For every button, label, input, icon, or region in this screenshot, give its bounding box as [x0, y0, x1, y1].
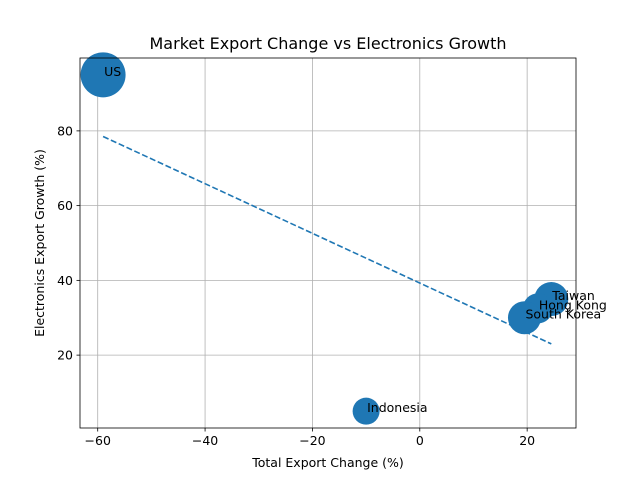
y-tick-label: 80 — [57, 123, 73, 138]
point-label: South Korea — [525, 307, 601, 322]
point-label: Taiwan — [551, 288, 595, 303]
chart-title: Market Export Change vs Electronics Grow… — [150, 34, 507, 53]
point-label: Indonesia — [367, 400, 427, 415]
trendline-group — [102, 135, 552, 345]
x-tick-label: 20 — [519, 433, 535, 448]
point-us — [80, 52, 126, 98]
point-south-korea — [507, 301, 541, 335]
x-tick-label: −40 — [192, 433, 218, 448]
y-tick-label: 20 — [57, 348, 73, 363]
points-group — [80, 52, 569, 425]
x-tick-label: 0 — [416, 433, 424, 448]
x-tick-label: −60 — [85, 433, 111, 448]
y-tick-label: 60 — [57, 198, 73, 213]
axis-ticks: −60 −40 −20 0 20 20 40 60 80 — [57, 123, 535, 448]
y-axis-label: Electronics Export Growth (%) — [32, 149, 47, 337]
grid — [80, 58, 576, 428]
plot-frame — [79, 57, 577, 429]
point-indonesia — [352, 397, 380, 425]
x-axis-label: Total Export Change (%) — [251, 455, 404, 470]
point-label: US — [104, 64, 121, 79]
y-tick-label: 40 — [57, 273, 73, 288]
trendline — [102, 135, 552, 345]
point-label: Hong Kong — [539, 297, 607, 312]
x-tick-label: −20 — [299, 433, 325, 448]
